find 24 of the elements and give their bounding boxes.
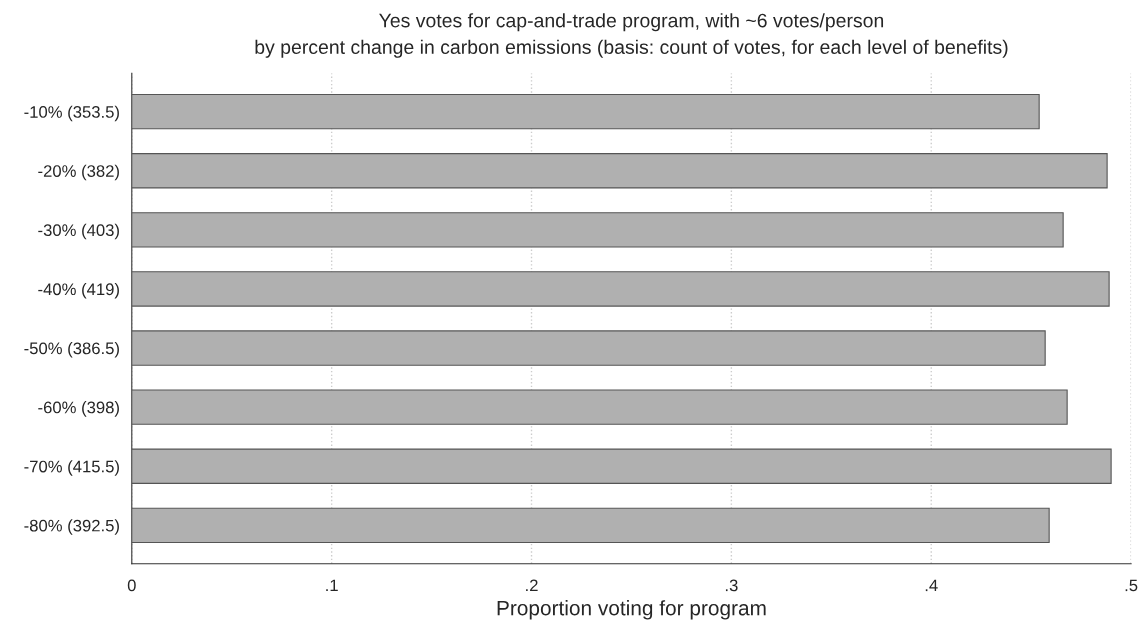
x-tick-label: .4: [925, 579, 938, 592]
bar: [131, 507, 1050, 544]
x-axis-title: Proportion voting for program: [497, 600, 766, 620]
x-tick-label: .3: [725, 579, 738, 592]
y-tick-label: -80% (392.5): [24, 519, 119, 535]
bar: [131, 271, 1110, 307]
y-tick-label: -10% (353.5): [24, 105, 119, 122]
bar: [131, 212, 1064, 248]
y-tick-label: -20% (382): [38, 164, 119, 181]
bar: [131, 93, 1040, 130]
x-tick-label: .1: [326, 579, 338, 592]
y-tick-label: -60% (398): [38, 401, 119, 417]
x-tick-label: .5: [1125, 579, 1138, 592]
bar: [131, 330, 1046, 366]
y-tick-label: -70% (415.5): [24, 460, 119, 476]
bar: [131, 389, 1068, 425]
x-tick-label: .2: [526, 579, 538, 592]
chart-title: Yes votes for cap-and-trade program, with ~6 votes/person by percent change in carbon emissions (basis: count of votes, for each level of benefits): [255, 13, 1008, 58]
x-tick-label: 0: [127, 579, 136, 592]
y-tick-label: -50% (386.5): [24, 342, 119, 358]
y-tick-label: -30% (403): [38, 223, 119, 240]
bar: [131, 448, 1112, 484]
y-tick-label: -40% (419): [38, 282, 119, 299]
bar: [131, 153, 1108, 189]
